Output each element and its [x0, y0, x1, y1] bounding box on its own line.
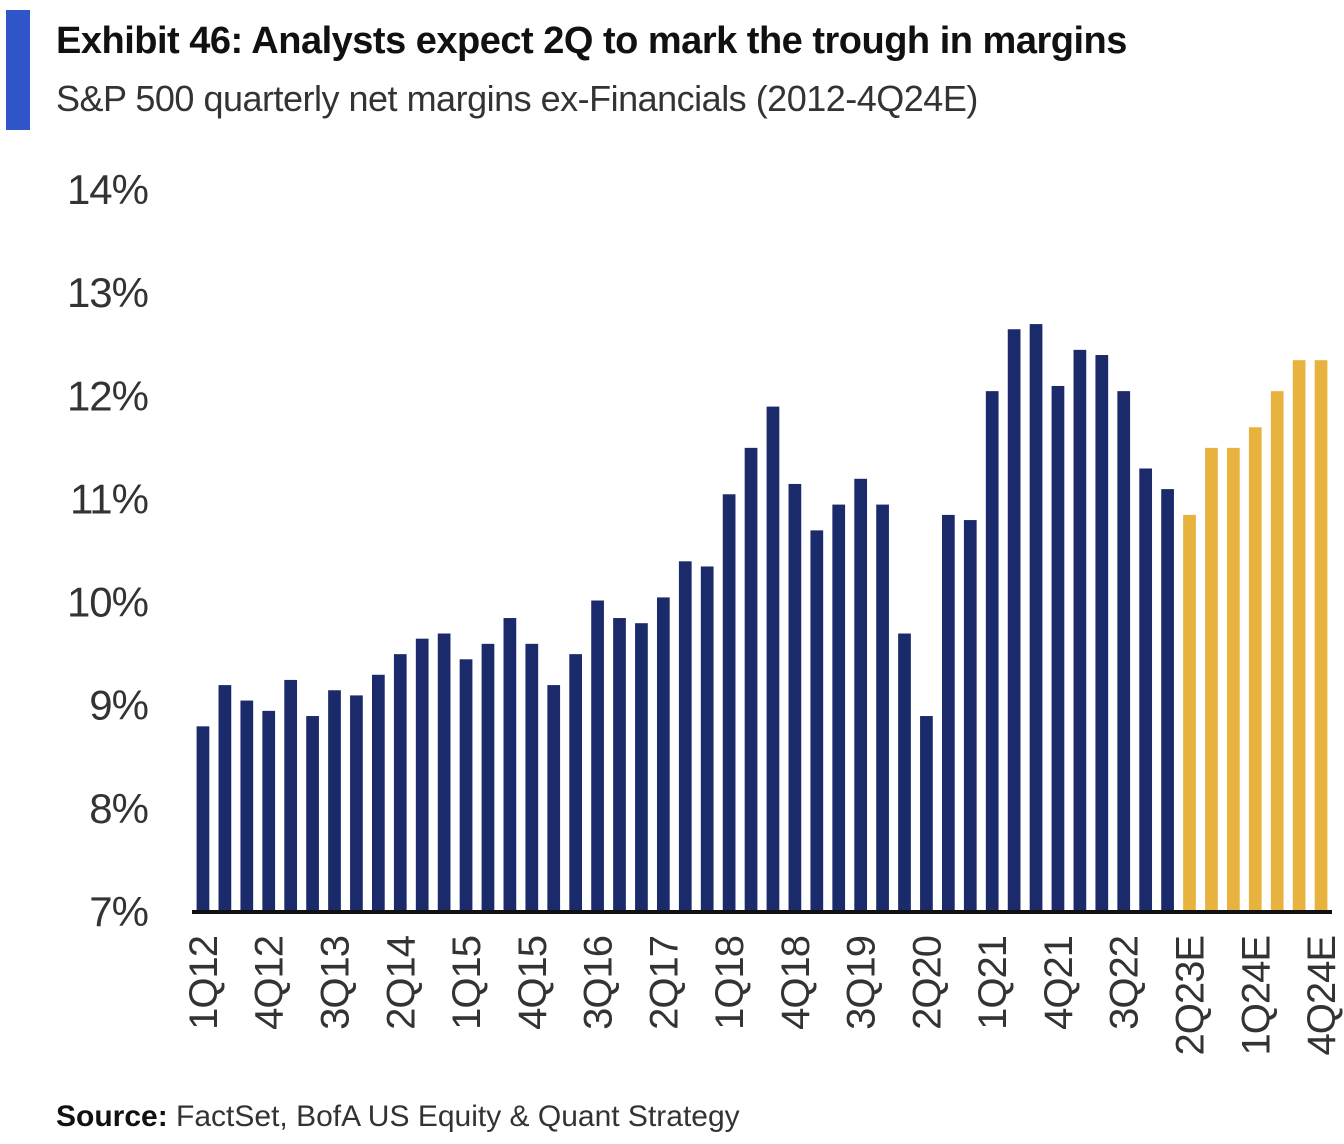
bar-1Q19	[810, 530, 824, 912]
bar-3Q19	[854, 478, 868, 912]
bar-3Q18	[766, 406, 780, 912]
bar-3Q23E	[1205, 447, 1218, 912]
y-tick-label: 9%	[89, 682, 148, 729]
bar-2Q16	[569, 654, 583, 912]
x-tick-label: 1Q15	[445, 936, 489, 1030]
bar-1Q14	[371, 674, 385, 912]
bar-3Q15	[503, 618, 517, 912]
x-tick-label: 1Q21	[971, 936, 1015, 1030]
bar-2Q13	[306, 716, 319, 912]
x-tick-label: 4Q18	[774, 936, 818, 1030]
source-note: Source: FactSet, BofA US Equity & Quant …	[56, 1100, 740, 1134]
bar-2Q18	[744, 447, 758, 912]
bar-1Q15	[459, 659, 473, 912]
bar-4Q13	[350, 695, 363, 912]
bar-1Q24E	[1248, 427, 1262, 912]
bar-1Q17	[635, 623, 648, 912]
x-tick-label: 4Q24E	[1300, 936, 1344, 1056]
bar-1Q13	[284, 679, 298, 912]
bar-3Q12	[240, 700, 254, 912]
bar-4Q21	[1051, 385, 1065, 913]
bar-2Q17	[656, 597, 670, 912]
bar-2Q12	[218, 685, 232, 912]
bar-3Q22	[1117, 391, 1131, 912]
y-tick-label: 14%	[67, 166, 148, 213]
bar-2Q23E	[1183, 514, 1196, 912]
bar-1Q16	[547, 685, 561, 912]
bar-2Q22	[1095, 355, 1109, 912]
x-tick-label: 2Q23E	[1169, 936, 1213, 1056]
x-tick-label: 2Q17	[642, 936, 686, 1030]
source-text: FactSet, BofA US Equity & Quant Strategy	[176, 1100, 740, 1133]
y-tick-label: 12%	[67, 372, 148, 419]
bar-4Q16	[613, 618, 626, 912]
bar-2Q20	[920, 716, 933, 912]
y-tick-label: 13%	[67, 269, 148, 316]
x-tick-label: 1Q18	[708, 936, 752, 1030]
bar-4Q18	[788, 483, 802, 912]
bar-3Q24E	[1292, 360, 1306, 912]
bar-1Q18	[722, 494, 736, 912]
bar-4Q19	[876, 504, 889, 912]
x-tick-label: 4Q15	[511, 936, 555, 1030]
x-tick-label: 4Q12	[248, 936, 292, 1030]
x-tick-label: 2Q20	[905, 936, 949, 1030]
y-tick-label: 8%	[89, 785, 148, 832]
y-tick-label: 7%	[89, 888, 148, 935]
bar-4Q22	[1139, 468, 1153, 912]
bar-4Q17	[700, 566, 714, 912]
bar-1Q21	[985, 391, 999, 912]
bar-4Q23E	[1226, 447, 1240, 912]
bar-4Q15	[525, 643, 539, 912]
bar-2Q21	[1007, 329, 1021, 912]
bar-2Q14	[393, 654, 407, 912]
bar-3Q14	[415, 638, 429, 912]
bar-3Q17	[678, 561, 692, 912]
bar-2Q19	[832, 504, 846, 912]
chart-title: Exhibit 46: Analysts expect 2Q to mark t…	[56, 20, 1127, 62]
bar-1Q22	[1073, 349, 1087, 912]
bar-3Q16	[591, 600, 604, 912]
bar-4Q12	[262, 710, 276, 912]
bar-1Q23	[1161, 489, 1174, 912]
accent-bar	[6, 10, 30, 130]
x-tick-label: 1Q12	[182, 936, 226, 1030]
y-tick-label: 11%	[70, 475, 148, 522]
bar-2Q15	[481, 643, 495, 912]
bar-3Q21	[1029, 324, 1043, 913]
chart-subtitle: S&P 500 quarterly net margins ex-Financi…	[56, 78, 978, 119]
bar-4Q24E	[1314, 360, 1328, 912]
bar-4Q14	[437, 633, 451, 912]
bar-2Q24E	[1270, 391, 1284, 912]
bar-3Q13	[328, 690, 341, 912]
source-label: Source:	[56, 1100, 168, 1133]
x-tick-label: 4Q21	[1037, 936, 1081, 1030]
x-tick-label: 3Q13	[314, 936, 358, 1030]
bar-1Q12	[196, 726, 210, 912]
x-tick-label: 2Q14	[379, 935, 423, 1030]
x-tick-label: 3Q16	[577, 936, 621, 1030]
x-tick-label: 1Q24E	[1234, 936, 1278, 1056]
y-tick-label: 10%	[67, 579, 148, 626]
bar-1Q20	[898, 633, 911, 912]
bar-3Q20	[941, 514, 955, 912]
x-tick-label: 3Q22	[1103, 936, 1147, 1030]
bar-4Q20	[963, 520, 977, 912]
x-tick-label: 3Q19	[840, 936, 884, 1030]
